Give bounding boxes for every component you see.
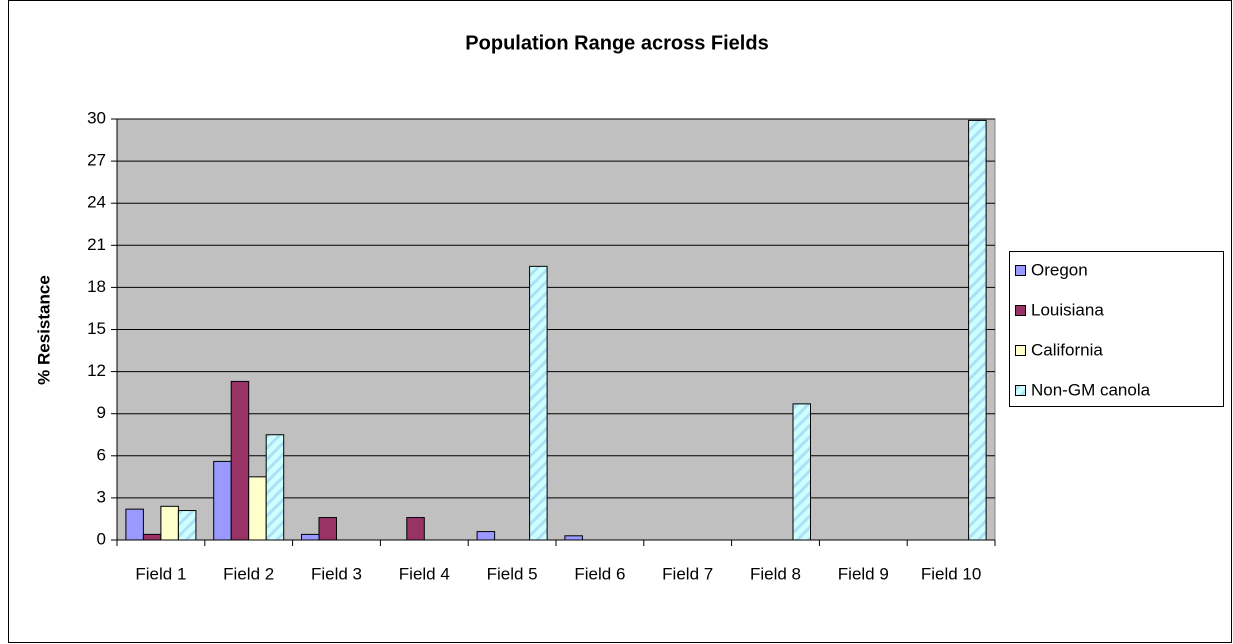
bar (213, 460, 232, 541)
y-tick-label: 9 (97, 403, 106, 422)
legend-label: Louisiana (1031, 300, 1104, 319)
bar (318, 517, 337, 541)
bar (529, 265, 548, 541)
legend-label: California (1031, 340, 1103, 359)
bar (406, 517, 425, 541)
bar (968, 119, 987, 541)
y-tick-label: 6 (97, 445, 106, 464)
legend-swatch (1015, 265, 1026, 276)
legend-swatch (1015, 305, 1026, 316)
bar (248, 476, 267, 541)
bar (177, 510, 197, 541)
bar (301, 533, 320, 541)
bar (265, 434, 285, 541)
chart-title: Population Range across Fields (465, 32, 768, 54)
y-tick-label: 0 (97, 529, 106, 548)
x-tick-label: Field 5 (487, 564, 538, 583)
y-tick-label: 12 (87, 361, 106, 380)
bar (564, 535, 583, 541)
legend-label: Oregon (1031, 260, 1088, 279)
bar (476, 531, 496, 541)
y-tick-label: 21 (87, 235, 106, 254)
y-tick-label: 30 (87, 108, 106, 127)
y-tick-label: 15 (87, 319, 106, 338)
x-tick-label: Field 10 (921, 564, 981, 583)
bar (125, 508, 144, 541)
bar (230, 380, 250, 541)
x-tick-label: Field 3 (311, 564, 362, 583)
y-tick-label: 18 (87, 277, 106, 296)
legend (1009, 251, 1224, 407)
x-tick-label: Field 8 (750, 564, 801, 583)
legend-swatch (1015, 345, 1026, 356)
y-tick-label: 3 (97, 487, 106, 506)
bar (160, 505, 179, 541)
y-axis-label: % Resistance (34, 275, 53, 385)
x-tick-label: Field 4 (399, 564, 450, 583)
bar (142, 533, 162, 541)
x-tick-label: Field 1 (135, 564, 186, 583)
y-tick-label: 24 (87, 193, 106, 212)
legend-swatch (1015, 385, 1026, 396)
x-tick-label: Field 7 (662, 564, 713, 583)
y-tick-label: 27 (87, 151, 106, 170)
x-tick-label: Field 6 (574, 564, 625, 583)
legend-label: Non-GM canola (1031, 380, 1151, 399)
x-tick-label: Field 9 (838, 564, 889, 583)
bar (792, 403, 811, 541)
x-tick-label: Field 2 (223, 564, 274, 583)
